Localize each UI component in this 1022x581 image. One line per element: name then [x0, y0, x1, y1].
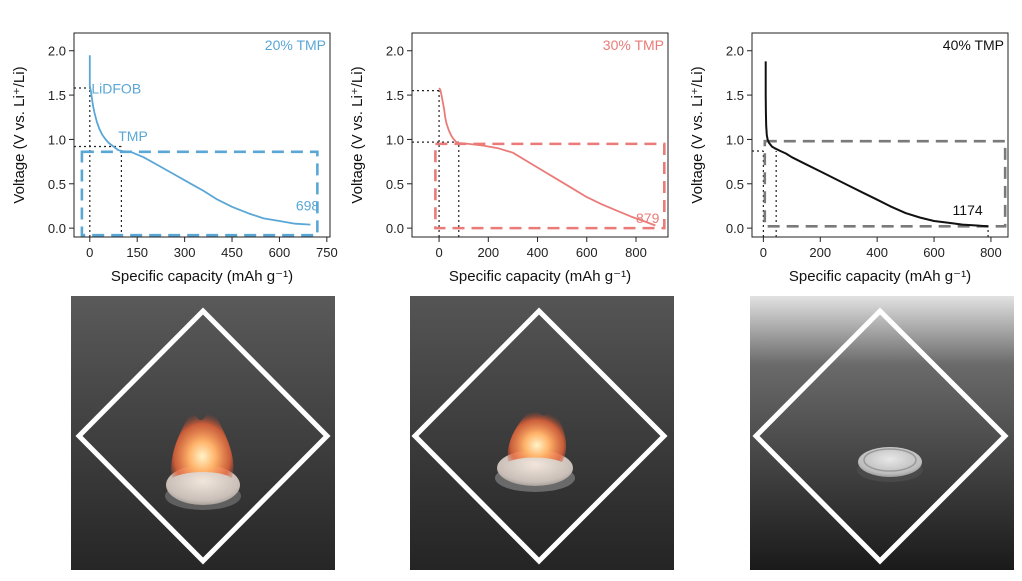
y-tick-label: 1.0: [48, 132, 66, 147]
y-tick-label: 1.0: [386, 132, 404, 147]
capacity-box: [80, 150, 319, 237]
x-tick-label: 750: [316, 245, 338, 260]
y-tick-label: 2.0: [386, 44, 404, 59]
y-tick-label: 2.0: [48, 44, 66, 59]
x-tick-label: 600: [923, 245, 945, 260]
y-axis-label: Voltage (V vs. Li⁺/Li): [349, 66, 366, 203]
x-tick-label: 800: [625, 245, 647, 260]
x-tick-label: 150: [126, 245, 148, 260]
y-tick-label: 1.5: [48, 88, 66, 103]
x-tick-label: 600: [269, 245, 291, 260]
axes-frame: [73, 32, 331, 238]
x-tick-label: 400: [866, 245, 888, 260]
flame: [171, 406, 234, 478]
data-annotation: 1174: [953, 202, 983, 218]
y-tick-label: 0.5: [726, 177, 744, 192]
photo-40-tmp: [750, 296, 1014, 570]
y-tick-label: 1.5: [726, 88, 744, 103]
chart-title: 20% TMP: [265, 37, 326, 53]
y-axis-label: Voltage (V vs. Li⁺/Li): [11, 66, 28, 203]
chart-30-tmp: 0 200 400 600 800 0.0 0.5 1.0 1.5 2.0 Specific cap…: [349, 32, 669, 285]
capacity-box: [434, 142, 666, 230]
axes-frame: [411, 32, 669, 238]
y-tick-label: 0.0: [48, 221, 66, 236]
diamond-frame: [411, 307, 668, 565]
coin-cell: [858, 447, 922, 477]
chart-title: 30% TMP: [603, 37, 664, 53]
x-axis-label: Specific capacity (mAh g⁻¹): [111, 268, 293, 285]
x-tick-label: 0: [435, 245, 442, 260]
chart-40-tmp: 0 200 400 600 800 0.0 0.5 1.0 1.5 2.0 Specific cap…: [689, 32, 1009, 285]
x-tick-label: 200: [809, 245, 831, 260]
y-tick-label: 1.5: [386, 88, 404, 103]
photo-30-tmp: [410, 296, 674, 570]
x-tick-label: 300: [174, 245, 196, 260]
series-line: [88, 55, 311, 226]
chart-20-tmp: 0 150 300 450 600 750 0.0 0.5 1.0 1.5 2.0 Specific …: [11, 32, 338, 285]
y-tick-label: 0.5: [386, 177, 404, 192]
x-tick-label: 600: [576, 245, 598, 260]
x-tick-label: 0: [760, 245, 767, 260]
y-tick-label: 0.0: [386, 221, 404, 236]
coin-cell: [166, 465, 240, 505]
data-annotation: LiDFOB: [91, 80, 141, 96]
x-tick-label: 450: [221, 245, 243, 260]
x-tick-label: 0: [86, 245, 93, 260]
y-tick-label: 0.0: [726, 221, 744, 236]
y-axis-label: Voltage (V vs. Li⁺/Li): [689, 66, 706, 203]
y-tick-label: 2.0: [726, 44, 744, 59]
data-annotation: TMP: [118, 128, 148, 144]
y-tick-label: 0.5: [48, 177, 66, 192]
series-line: [438, 87, 656, 227]
series-line: [764, 61, 989, 228]
x-tick-label: 200: [477, 245, 499, 260]
chart-title: 40% TMP: [943, 37, 1004, 53]
x-tick-label: 800: [980, 245, 1002, 260]
diamond-frame: [75, 307, 331, 565]
axes-frame: [751, 32, 1009, 238]
data-annotation: 698: [296, 197, 320, 213]
data-annotation: 879: [636, 210, 660, 226]
x-axis-label: Specific capacity (mAh g⁻¹): [789, 268, 971, 285]
x-axis-label: Specific capacity (mAh g⁻¹): [449, 268, 631, 285]
flame: [507, 406, 567, 462]
y-tick-label: 1.0: [726, 132, 744, 147]
diamond-frame: [752, 307, 1009, 565]
photo-20-tmp: [71, 296, 335, 570]
capacity-box: [763, 139, 1007, 228]
x-tick-label: 400: [527, 245, 549, 260]
